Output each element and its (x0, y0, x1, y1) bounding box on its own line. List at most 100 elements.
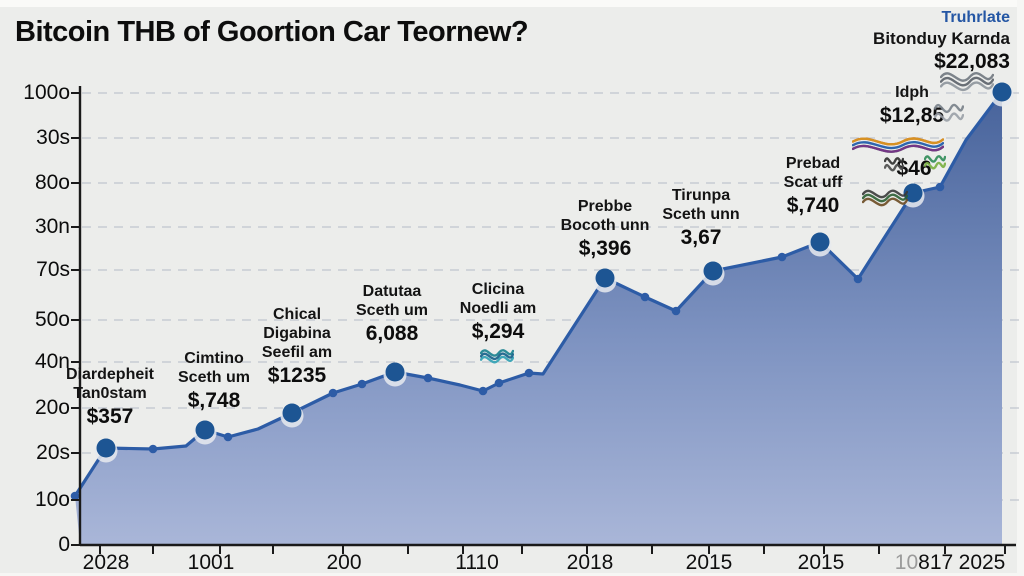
annotation-label: Digabina (263, 324, 331, 342)
x-axis-label: 1110 (455, 551, 499, 574)
annotation-label: Bocoth unn (560, 216, 650, 234)
legend-series-name: Bitonduy Karnda (873, 29, 1010, 48)
annotation-label: Sceth um (355, 301, 429, 319)
x-axis-label: 2015 (685, 551, 733, 574)
data-point-marker (96, 438, 116, 458)
annotation-label: Seefil am (261, 343, 333, 361)
data-point-marker-small (357, 379, 367, 389)
legend-source-label: Truhrlate (941, 9, 1010, 26)
data-point-marker (992, 82, 1012, 102)
annotation-value: 3,67 (680, 225, 722, 249)
annotation-label: Tirunpa (671, 187, 731, 204)
data-point-marker-small (148, 444, 158, 454)
y-axis-label: 0 (58, 533, 70, 556)
x-axis-label: 2025 (958, 551, 1006, 574)
y-axis-label: 30s (36, 126, 70, 149)
annotation: Tirunpa Sceth unn 3,67 (662, 187, 739, 251)
annotation-label: Idph (895, 84, 929, 101)
y-axis-label: 40n (34, 350, 70, 373)
garbled-glyph-icon (940, 72, 994, 92)
data-point-marker-small (935, 182, 945, 192)
annotation-value: $357 (86, 404, 134, 428)
legend-current-value: $22,083 (934, 50, 1010, 74)
data-point-marker (282, 403, 302, 423)
top-margin (0, 0, 1024, 7)
annotation: Prebad Scat uff $,740 (784, 155, 843, 219)
annotation-label: Chical (272, 306, 322, 323)
annotation: Datutaa Sceth um 6,088 (356, 283, 428, 347)
x-axis-label: 2028 (82, 551, 130, 574)
x-axis-label-muted-prefix: 10 (894, 551, 919, 574)
garbled-glyph-icon (924, 155, 946, 170)
annotation: $46 (896, 156, 931, 182)
x-axis-label: 1001 (187, 551, 235, 574)
data-point-marker-small (524, 368, 534, 378)
x-axis-label: 2018 (566, 551, 614, 574)
y-axis-label: 20o (34, 396, 70, 419)
annotation-label: Clicina (471, 281, 525, 298)
annotation-label: Prebad (785, 155, 841, 172)
annotation: Cimtino Sceth um $,748 (178, 350, 250, 414)
annotation-value: $,294 (471, 319, 525, 343)
data-point-marker-small (671, 306, 681, 316)
data-point-marker-small (478, 386, 488, 396)
annotation: Clicina Noedli am $,294 (460, 281, 536, 345)
right-margin (1017, 0, 1024, 576)
annotation-label: Scat uff (783, 173, 843, 191)
annotation-value: $,396 (578, 236, 632, 260)
x-axis-label: 200 (326, 551, 362, 574)
y-axis-label: 100o (23, 81, 70, 104)
data-point-marker-small (777, 252, 787, 262)
data-point-marker (703, 261, 723, 281)
x-axis-label: 10817 (894, 551, 954, 574)
garbled-glyph-icon (480, 349, 514, 364)
garbled-glyph-icon (934, 103, 964, 122)
annotation-label: Cimtino (184, 350, 244, 367)
annotation-label: Tan0stam (73, 384, 147, 402)
annotation-label: Datutaa (362, 283, 422, 300)
annotation-value: $46 (896, 157, 932, 180)
annotation: Chical Digabina Seefil am $1235 (262, 306, 332, 388)
data-point-marker-small (223, 432, 233, 442)
y-axis-label: 70s (36, 258, 70, 281)
annotation-label: Diardepheit (65, 366, 155, 383)
y-axis-label: 20s (36, 441, 70, 464)
annotation: Idph $12,85 (880, 84, 944, 129)
bottom-margin (0, 573, 1024, 576)
data-point-marker (595, 268, 615, 288)
annotation-value: $12,85 (879, 103, 945, 127)
garbled-glyph-icon (862, 189, 908, 207)
page-title: Bitcoin THB of Goortion Car Teornew? (15, 16, 529, 48)
y-axis-label: 30n (34, 215, 70, 238)
data-point-marker-small (70, 491, 80, 501)
garbled-glyph-icon (852, 137, 944, 153)
data-point-marker (195, 420, 215, 440)
x-axis-label: 2015 (797, 551, 845, 574)
data-point-marker-small (853, 274, 863, 284)
annotation-value: $1235 (267, 363, 327, 387)
annotation: Diardepheit Tan0stam $357 (66, 366, 154, 430)
data-point-marker-small (640, 292, 650, 302)
garbled-glyph-icon (884, 157, 904, 172)
data-point-marker-small (494, 378, 504, 388)
data-point-marker-small (328, 388, 338, 398)
y-axis-label: 10o (34, 488, 70, 511)
annotation-label: Prebbe (577, 198, 633, 215)
data-point-marker (903, 183, 923, 203)
y-axis-label: 50o (34, 308, 70, 331)
data-point-marker-small (423, 373, 433, 383)
annotation-label: Noedli am (459, 299, 537, 317)
annotation-value: $,748 (187, 388, 241, 412)
annotation-label: Sceth unn (662, 205, 740, 223)
legend: Truhrlate Bitonduy Karnda $22,083 (873, 8, 1010, 76)
annotation-label: Sceth um (177, 368, 251, 386)
y-axis-label: 80o (34, 171, 70, 194)
annotation-value: 6,088 (365, 321, 419, 345)
data-point-marker (810, 232, 830, 252)
annotation: Prebbe Bocoth unn $,396 (561, 198, 650, 262)
chart-area (75, 92, 1002, 544)
annotation-value: $,740 (786, 193, 840, 217)
data-point-marker (385, 362, 405, 382)
